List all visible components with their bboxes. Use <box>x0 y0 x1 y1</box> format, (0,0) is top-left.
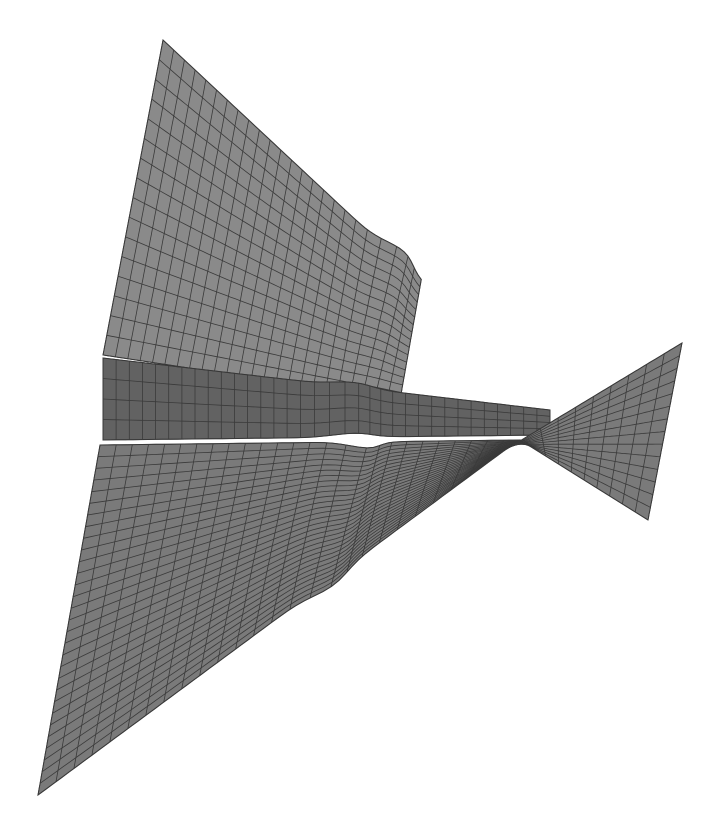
lower-flap-gridline <box>73 444 133 769</box>
upper-flap-gridline <box>147 118 417 310</box>
lower-flap-gridline <box>486 440 505 464</box>
tail-fan-gridline <box>647 342 683 521</box>
lower-flap-gridline <box>330 447 367 587</box>
lower-flap-gridline <box>450 440 472 490</box>
upper-flap-gridline <box>114 295 405 378</box>
upper-flap-gridline <box>121 256 407 363</box>
lower-flap-gridline <box>253 442 295 636</box>
lower-flap-gridline <box>163 443 214 703</box>
upper-flap-gridline <box>117 275 406 371</box>
lower-flap-gridline <box>378 441 408 544</box>
upper-flap-gridline <box>132 197 411 341</box>
lower-flap-gridline <box>109 444 165 742</box>
upper-flap-gridline <box>151 98 418 303</box>
upper-flap-gridline <box>144 138 415 318</box>
lower-flap-gridline <box>235 442 279 650</box>
tail-fan-gridline <box>570 407 577 473</box>
lower-flap-gridline <box>289 442 328 610</box>
upper-flap-gridline <box>129 216 410 348</box>
lower-flap-gridline <box>91 444 149 756</box>
upper-flap-gridline <box>162 39 422 280</box>
lower-flap-gridline <box>199 443 246 676</box>
lower-flap-gridline <box>414 440 440 517</box>
lower-flap <box>37 439 522 797</box>
upper-flap-gridline <box>110 315 403 386</box>
lower-flap-gridline <box>309 444 347 599</box>
tail-fan-gridline <box>583 396 594 481</box>
tail-fan-gridline <box>504 439 521 451</box>
tail-fan-gridline <box>596 385 612 489</box>
lower-flap-gridline <box>432 440 456 504</box>
tail-fan-gridline <box>634 353 665 513</box>
upper-flap-gridline <box>159 59 421 288</box>
upper-flap-gridline <box>125 236 409 356</box>
upper-flap-gridline <box>136 177 413 333</box>
middle-band <box>102 357 551 441</box>
lower-flap-gridline <box>346 445 381 573</box>
lower-flap-gridline <box>468 440 489 477</box>
upper-flap-gridline <box>155 79 419 295</box>
lower-flap-gridline <box>361 442 393 557</box>
upper-flap-gridline <box>140 157 414 326</box>
lower-flap-gridline <box>37 444 101 796</box>
upper-flap <box>102 39 422 401</box>
lower-flap-gridline <box>55 444 117 782</box>
lower-flap-gridline <box>396 441 424 530</box>
tail-fan-gridline <box>622 364 647 505</box>
lower-flap-gridline <box>145 443 198 716</box>
tail-fan-gridline <box>522 438 533 449</box>
lower-flap-gridline <box>271 442 311 623</box>
lower-flap-gridline <box>181 443 230 689</box>
tail-fan-gridline <box>609 375 630 497</box>
lower-flap-gridline <box>217 443 262 663</box>
tail-fan <box>504 341 683 521</box>
lower-flap-gridline <box>127 443 182 729</box>
tail-fan-gridline <box>540 428 546 457</box>
